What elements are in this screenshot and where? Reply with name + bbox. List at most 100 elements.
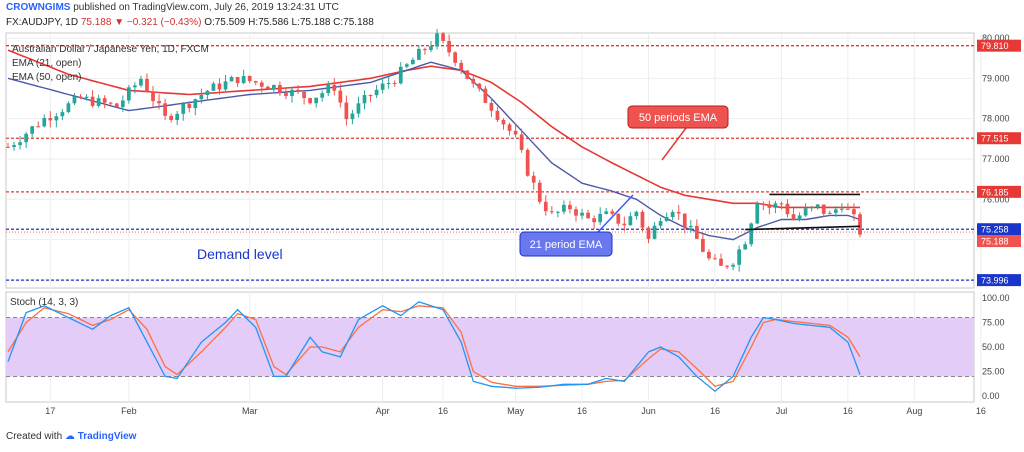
ema50-line xyxy=(7,49,860,209)
candle-body xyxy=(96,98,101,106)
level-label-box xyxy=(977,235,1021,248)
ema21-callout: 21 period EMA xyxy=(519,194,634,257)
candle-body xyxy=(640,211,645,228)
candle-body xyxy=(386,83,391,85)
candle-body xyxy=(175,113,180,121)
candle-body xyxy=(314,97,319,104)
time-tick-label: Aug xyxy=(906,406,922,416)
created-with-text: Created with xyxy=(6,431,63,442)
level-label-box xyxy=(977,223,1021,236)
chart-title: Australian Dollar / Japanese Yen, 1D, FX… xyxy=(12,44,209,55)
stoch-lines xyxy=(7,301,861,393)
candles xyxy=(6,29,862,272)
candle-body xyxy=(719,258,723,266)
candle-body xyxy=(181,103,186,114)
candle-body xyxy=(60,112,65,117)
candle-body xyxy=(537,182,542,202)
candle-body xyxy=(404,64,409,67)
stoch-band-fill xyxy=(6,317,974,377)
price-tick-label: 77.000 xyxy=(982,154,1010,164)
level-label: 75.258 xyxy=(981,225,1009,235)
ema50-callout: 50 periods EMA xyxy=(627,105,729,161)
candle-body xyxy=(429,46,433,51)
candle-body xyxy=(42,117,47,127)
price-tick-label: 80.000 xyxy=(982,33,1010,43)
candle-body xyxy=(265,86,270,90)
candle-body xyxy=(840,208,844,210)
candle-body xyxy=(193,99,198,109)
publisher-name[interactable]: CROWNGIMS xyxy=(6,2,71,13)
candle-body xyxy=(622,223,627,226)
footer: Created with ☁ TradingView xyxy=(6,431,136,442)
candle-body xyxy=(785,203,790,215)
trendline-bottom xyxy=(745,225,861,231)
candle-body xyxy=(501,119,506,125)
candle-body xyxy=(90,96,95,106)
candle-body xyxy=(507,124,512,131)
candle-body xyxy=(852,209,856,215)
candle-body xyxy=(670,212,675,218)
candle-body xyxy=(713,258,717,260)
candle-body xyxy=(392,83,397,85)
candle-body xyxy=(126,87,131,101)
candle-body xyxy=(749,223,754,245)
candle-body xyxy=(18,142,22,146)
candle-body xyxy=(308,98,312,104)
time-tick-label: Apr xyxy=(376,406,390,416)
level-label: 73.996 xyxy=(981,276,1009,286)
candle-body xyxy=(12,145,16,147)
time-tick-label: May xyxy=(507,406,525,416)
candle-body xyxy=(701,238,705,252)
candle-body xyxy=(398,66,403,84)
candle-body xyxy=(489,102,494,111)
candle-body xyxy=(48,117,53,121)
ema50-callout-label: 50 periods EMA xyxy=(639,112,718,124)
candle-body xyxy=(223,81,228,90)
candle-body xyxy=(821,204,826,214)
candle-body xyxy=(338,90,343,103)
time-tick-label: 16 xyxy=(843,406,853,416)
candle-body xyxy=(797,215,802,220)
candle-body xyxy=(556,211,560,213)
candle-body xyxy=(833,209,838,213)
candle-body xyxy=(803,208,808,216)
candle-body xyxy=(253,81,258,83)
candle-body xyxy=(169,115,174,121)
candle-body xyxy=(495,110,500,120)
candle-body xyxy=(628,216,633,226)
legend-ema21: EMA (21, open) xyxy=(12,58,81,69)
candle-body xyxy=(229,77,234,82)
candle-body xyxy=(773,203,778,208)
price-tick-label: 78.000 xyxy=(982,114,1010,124)
candle-body xyxy=(549,211,554,213)
candle-body xyxy=(791,214,796,220)
candle-body xyxy=(199,94,204,100)
candle-body xyxy=(66,103,71,113)
candle-body xyxy=(483,88,488,103)
time-tick-label: Jul xyxy=(776,406,788,416)
trendlines xyxy=(745,193,861,231)
candle-body xyxy=(634,211,639,217)
candle-body xyxy=(374,89,379,96)
time-tick-label: 16 xyxy=(577,406,587,416)
candle-body xyxy=(447,41,451,53)
candle-body xyxy=(815,204,820,207)
candle-body xyxy=(809,206,814,209)
candle-body xyxy=(441,33,445,42)
candle-body xyxy=(259,82,264,87)
candle-body xyxy=(574,209,578,216)
candle-body xyxy=(755,203,760,224)
candle-body xyxy=(6,146,10,148)
candle-body xyxy=(827,212,832,214)
tradingview-brand[interactable]: TradingView xyxy=(77,431,137,442)
candle-body xyxy=(694,225,699,239)
candle-body xyxy=(217,83,222,90)
stoch-tick-label: 100.00 xyxy=(982,293,1010,303)
symbol-name: FX:AUDJPY, 1D xyxy=(6,17,79,28)
ohlc-values: O:75.509 H:75.586 L:75.188 C:75.188 xyxy=(204,17,374,28)
candle-body xyxy=(731,264,735,267)
candle-body xyxy=(707,251,711,259)
level-label-box xyxy=(977,39,1021,52)
ema21-line xyxy=(7,61,861,241)
